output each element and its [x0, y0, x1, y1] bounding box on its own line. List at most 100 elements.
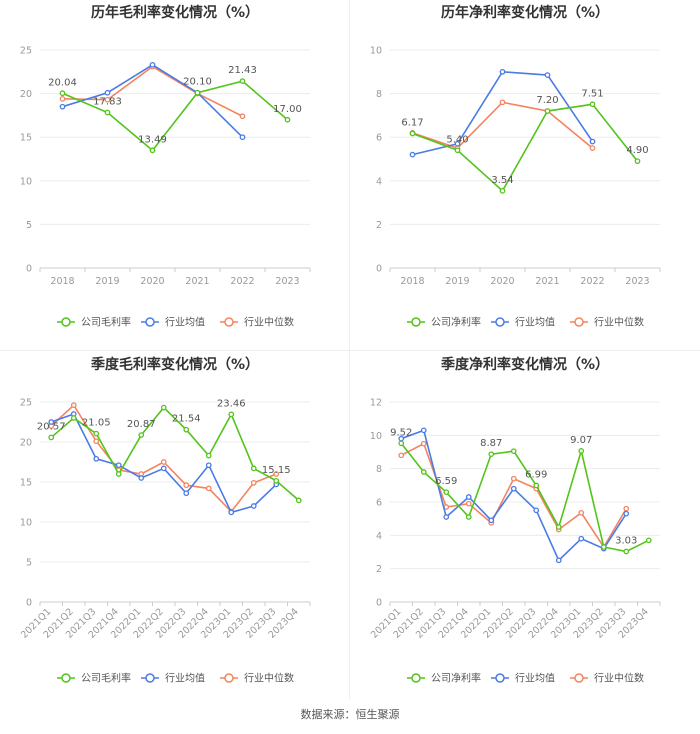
data-source-note: 数据来源：恒生聚源	[300, 708, 400, 721]
y-tick-label: 8	[376, 89, 382, 100]
y-tick-label: 0	[376, 598, 382, 609]
series-line	[62, 80, 289, 152]
data-point	[420, 440, 427, 447]
data-point	[443, 489, 450, 496]
data-point	[183, 426, 190, 433]
y-tick-label: 10	[20, 518, 32, 529]
data-label: 7.20	[536, 95, 558, 106]
data-point	[589, 101, 596, 108]
data-point	[499, 68, 506, 75]
data-point	[160, 465, 167, 472]
legend-marker	[61, 317, 71, 327]
data-label: 17.83	[93, 97, 122, 108]
data-label: 9.52	[390, 427, 412, 438]
legend-marker	[574, 673, 584, 683]
y-tick-label: 6	[376, 498, 382, 509]
data-point	[398, 452, 405, 459]
legend-marker	[145, 317, 155, 327]
legend-marker	[411, 317, 421, 327]
data-point	[589, 145, 596, 151]
data-label: 21.43	[228, 65, 257, 76]
legend-label: 公司毛利率	[81, 672, 131, 685]
data-point	[589, 138, 596, 145]
data-point	[183, 490, 190, 497]
series-line	[412, 103, 639, 193]
data-label: 6.17	[401, 117, 423, 128]
data-label: 3.03	[615, 536, 637, 547]
y-tick-label: 2	[376, 564, 382, 575]
data-point	[623, 505, 630, 512]
chart-svg: 历年净利率变化情况（%） 0 2 4 6 8 10 2018 2019 2020 2021 2022 2…	[370, 4, 661, 329]
data-point	[578, 509, 585, 516]
chart-quarterly-gross-margin: 季度毛利率变化情况（%） 0 5 10 15 20 25 2021Q1 2021Q2 2021Q3…	[0, 352, 350, 702]
data-point	[499, 187, 506, 194]
data-point	[533, 482, 540, 489]
data-label: 4.90	[626, 145, 648, 156]
data-point	[645, 537, 652, 544]
y-tick-label: 4	[376, 176, 382, 187]
y-tick-label: 0	[26, 264, 32, 275]
data-point	[578, 447, 585, 454]
legend-label: 公司净利率	[431, 672, 481, 685]
y-tick-label: 6	[376, 133, 382, 144]
data-point	[555, 557, 562, 564]
data-point	[454, 140, 461, 147]
y-tick-label: 2	[376, 220, 382, 231]
chart-title: 历年净利率变化情况（%）	[441, 4, 609, 21]
x-tick-label: 2018	[400, 276, 424, 287]
data-point	[623, 548, 630, 555]
data-point	[70, 402, 77, 409]
data-point	[295, 497, 302, 504]
data-point	[160, 459, 167, 465]
data-label: 17.00	[273, 104, 302, 115]
legend-label: 公司净利率	[431, 316, 481, 329]
data-point	[398, 440, 405, 447]
x-tick-label: 2023	[625, 276, 649, 287]
x-tick-label: 2021	[185, 276, 209, 287]
data-point	[634, 158, 641, 165]
data-point	[465, 514, 472, 520]
data-point	[465, 500, 472, 507]
data-point	[510, 475, 517, 482]
data-point	[454, 147, 461, 154]
x-tick-label: 2018	[50, 276, 74, 287]
data-point	[205, 462, 212, 469]
x-tick-label: 2019	[95, 276, 119, 287]
legend-marker	[224, 673, 234, 683]
y-tick-label: 10	[370, 46, 382, 57]
data-point	[578, 535, 585, 542]
data-point	[239, 113, 246, 120]
series-line	[62, 63, 244, 138]
data-point	[104, 89, 111, 96]
data-point	[48, 434, 55, 441]
legend-label: 行业中位数	[244, 316, 294, 329]
data-point	[59, 90, 66, 97]
legend-marker	[145, 673, 155, 683]
series-line	[50, 406, 300, 502]
y-tick-label: 5	[26, 558, 32, 569]
y-tick-label: 12	[370, 398, 382, 409]
legend-marker	[411, 673, 421, 683]
legend-label: 行业均值	[165, 672, 205, 685]
data-point	[93, 430, 100, 437]
data-label: 6.59	[435, 476, 457, 487]
data-point	[138, 475, 145, 481]
y-tick-label: 25	[20, 398, 32, 409]
x-tick-label: 2022	[580, 276, 604, 287]
data-point	[443, 514, 450, 520]
data-point	[250, 465, 257, 472]
data-point	[555, 524, 562, 530]
legend-label: 行业均值	[515, 316, 555, 329]
data-point	[228, 509, 235, 516]
data-point	[205, 485, 212, 492]
data-point	[239, 78, 246, 84]
legend-marker	[224, 317, 234, 327]
legend-label: 行业均值	[165, 316, 205, 329]
chart-title: 季度毛利率变化情况（%）	[90, 356, 259, 373]
chart-svg: 历年毛利率变化情况（%） 0 5 10 15 20 25 2018 2019 2020 2021 20…	[20, 4, 311, 329]
horizontal-divider	[0, 350, 700, 351]
data-point	[205, 452, 212, 459]
legend-label: 行业中位数	[244, 672, 294, 685]
data-label: 15.15	[262, 465, 291, 476]
data-point	[409, 130, 416, 137]
